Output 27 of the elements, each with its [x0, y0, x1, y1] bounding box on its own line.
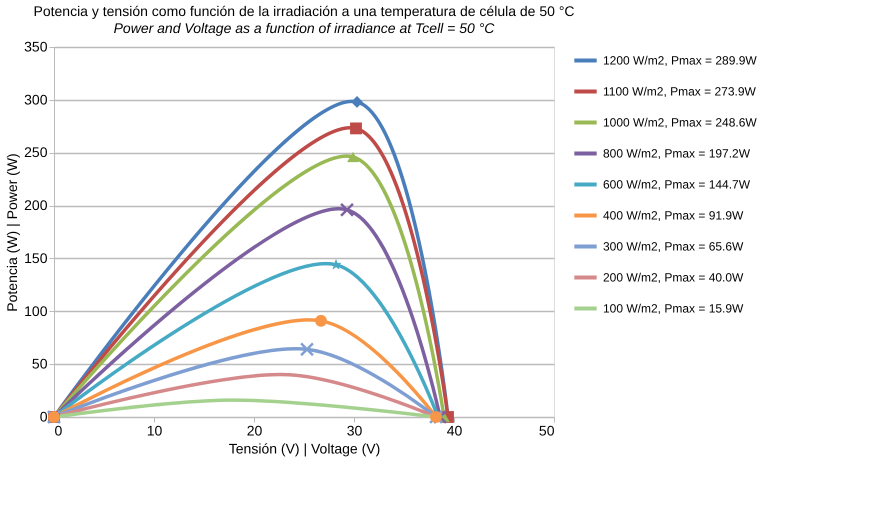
y-axis-title: Potencia (W) | Power (W): [4, 153, 20, 312]
y-tick-label: 0: [40, 408, 48, 424]
legend-label: 300 W/m2, Pmax = 65.6W: [603, 240, 744, 254]
x-tick-label: 0: [54, 422, 62, 438]
x-axis-title: Tensión (V) | Voltage (V): [228, 440, 380, 456]
chart-subtitle: Power and Voltage as a function of irradiance at Tcell = 50 °C: [114, 20, 496, 36]
legend-label: 600 W/m2, Pmax = 144.7W: [603, 178, 751, 192]
x-tick-label: 10: [146, 422, 162, 438]
x-tick-label: 40: [446, 422, 462, 438]
legend-label: 800 W/m2, Pmax = 197.2W: [603, 146, 751, 160]
x-tick-label: 30: [346, 422, 362, 438]
y-tick-label: 100: [24, 302, 48, 319]
legend-label: 1100 W/m2, Pmax = 273.9W: [603, 84, 757, 98]
y-tick-label: 150: [24, 250, 48, 266]
legend-label: 200 W/m2, Pmax = 40.0W: [603, 270, 744, 284]
y-tick-label: 250: [24, 144, 48, 160]
legend-label: 100 W/m2, Pmax = 15.9W: [603, 302, 744, 316]
legend-label: 1000 W/m2, Pmax = 248.6W: [603, 116, 758, 130]
legend-label: 1200 W/m2, Pmax = 289.9W: [603, 54, 758, 68]
x-tick-label: 50: [538, 422, 555, 438]
y-tick-label: 350: [24, 38, 48, 54]
y-tick-label: 200: [24, 197, 48, 214]
y-tick-label: 300: [24, 91, 48, 108]
x-tick-label: 20: [246, 422, 262, 438]
legend-label: 400 W/m2, Pmax = 91.9W: [603, 208, 744, 222]
y-tick-label: 50: [32, 356, 48, 372]
chart-title: Potencia y tensión como función de la irradiación a una temperatura de célula de 50 °C: [33, 3, 575, 19]
